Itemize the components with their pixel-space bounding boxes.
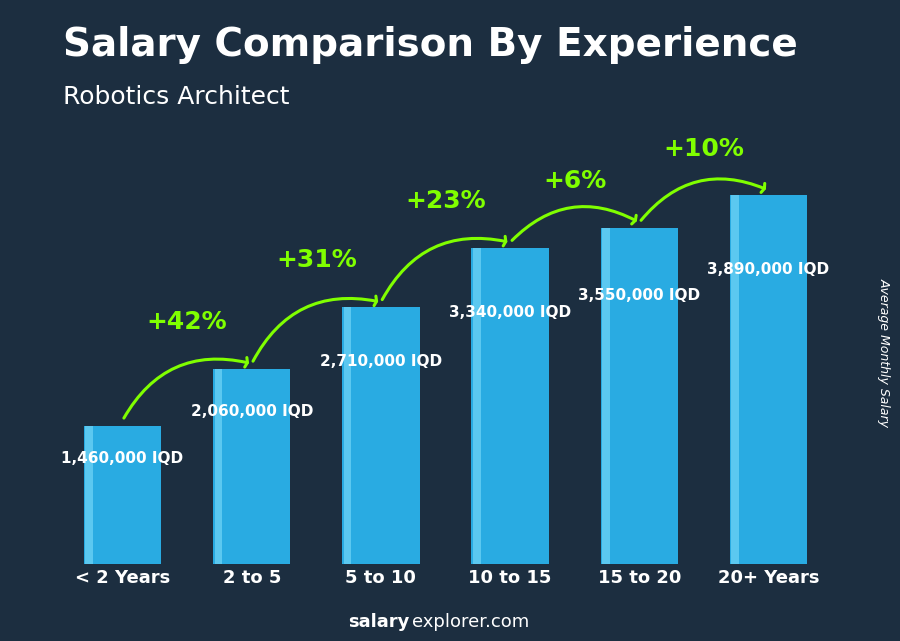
Bar <box>342 307 419 564</box>
Text: explorer.com: explorer.com <box>412 613 529 631</box>
Text: +10%: +10% <box>663 137 744 161</box>
Text: 1,460,000 IQD: 1,460,000 IQD <box>61 451 184 465</box>
Text: 2,060,000 IQD: 2,060,000 IQD <box>191 404 313 419</box>
Bar <box>213 369 291 564</box>
Bar <box>602 228 610 564</box>
Text: 3,890,000 IQD: 3,890,000 IQD <box>707 262 830 277</box>
Text: +42%: +42% <box>147 310 228 334</box>
Text: 3,340,000 IQD: 3,340,000 IQD <box>449 304 572 320</box>
Bar <box>472 247 481 564</box>
Bar <box>84 426 161 564</box>
Text: Salary Comparison By Experience: Salary Comparison By Experience <box>63 26 797 64</box>
Text: 2,710,000 IQD: 2,710,000 IQD <box>320 354 442 369</box>
Text: Robotics Architect: Robotics Architect <box>63 85 290 109</box>
Bar <box>472 247 549 564</box>
Bar <box>600 228 678 564</box>
Bar <box>730 196 807 564</box>
Bar <box>732 196 739 564</box>
Bar <box>86 426 93 564</box>
Bar <box>214 369 222 564</box>
Text: 3,550,000 IQD: 3,550,000 IQD <box>578 288 700 303</box>
Text: +31%: +31% <box>276 249 356 272</box>
Bar <box>344 307 351 564</box>
Text: Average Monthly Salary: Average Monthly Salary <box>878 278 890 427</box>
Text: +6%: +6% <box>543 169 607 193</box>
Text: +23%: +23% <box>405 188 486 213</box>
Text: salary: salary <box>348 613 410 631</box>
